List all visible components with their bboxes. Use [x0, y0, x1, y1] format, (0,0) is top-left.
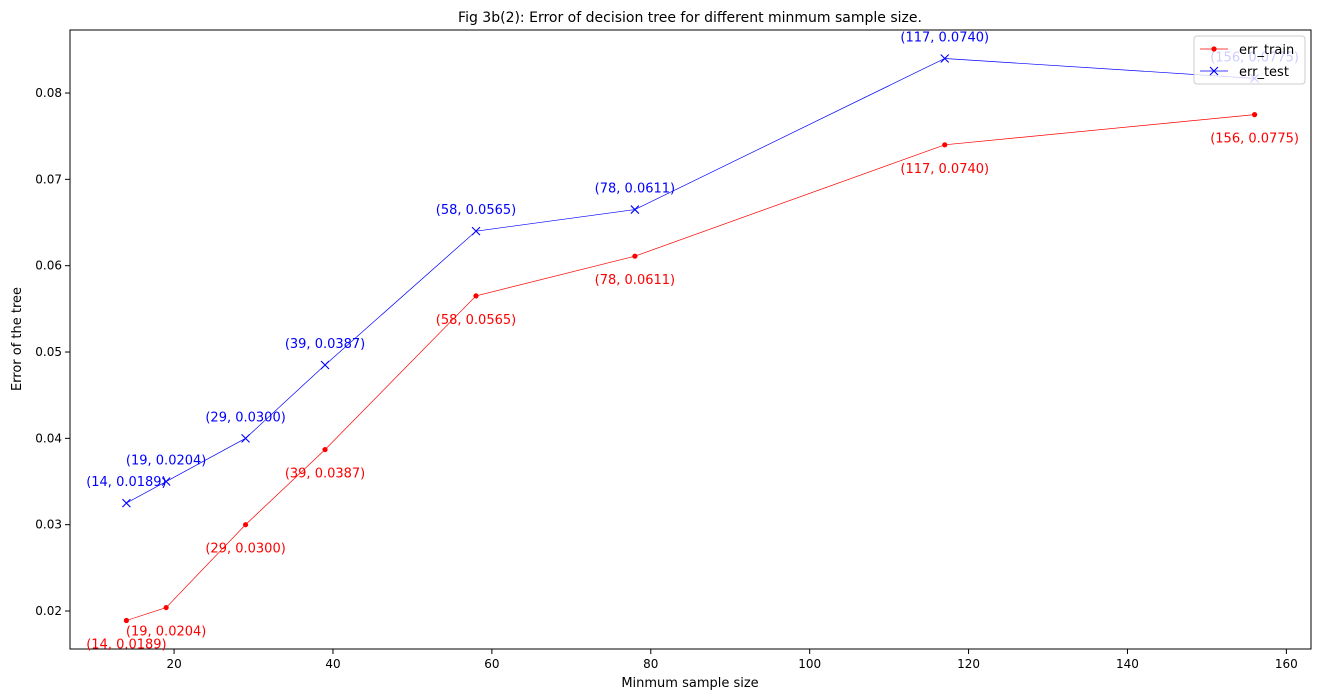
err_test-legend-marker	[1209, 66, 1219, 76]
y-axis-label: Error of the tree	[10, 287, 25, 391]
err_train-point	[473, 293, 479, 299]
err_train-legend-label: err_train	[1239, 43, 1294, 58]
err_train-point	[242, 522, 249, 528]
err_test-data-label: (29, 0.0300)	[205, 410, 285, 425]
y-tick-label: 0.04	[35, 431, 62, 445]
err_test-point	[241, 433, 250, 443]
err_test-line	[126, 58, 1255, 504]
err_train-point	[123, 617, 130, 624]
y-tick-label: 0.03	[35, 518, 62, 532]
err_test-data-label: (117, 0.0740)	[900, 30, 989, 45]
err_train-point	[163, 604, 169, 611]
err_test-point	[161, 477, 171, 486]
err_train-data-label: (29, 0.0300)	[205, 542, 285, 557]
y-tick-label: 0.05	[35, 345, 62, 359]
data-label-layer: (14, 0.0189)(19, 0.0204)(29, 0.0300)(39,…	[86, 30, 1299, 652]
legend-box	[1193, 35, 1306, 85]
err_test-legend-label: err_test	[1239, 65, 1289, 80]
err_train-data-label: (14, 0.0189)	[86, 638, 166, 653]
err_train-legend-marker	[1211, 46, 1217, 52]
x-tick-label: 40	[325, 657, 340, 671]
x-tick-label: 60	[484, 657, 499, 671]
err_train-point	[1251, 112, 1258, 118]
err_test-point	[940, 54, 950, 63]
err_test-point	[320, 360, 330, 370]
err_test-data-label: (14, 0.0189)	[86, 475, 166, 490]
x-axis: 20 40 60 80 100 120 140 160	[166, 649, 1298, 671]
y-tick-label: 0.06	[35, 259, 62, 273]
err_train-line	[126, 114, 1255, 621]
x-tick-label: 120	[957, 657, 980, 671]
x-tick-label: 140	[1116, 657, 1139, 671]
err_test-data-label: (39, 0.0387)	[285, 337, 365, 352]
err_test-data-label: (78, 0.0611)	[595, 182, 675, 197]
err_train-data-label: (58, 0.0565)	[436, 313, 516, 328]
err_test-point	[630, 205, 640, 214]
err_test-data-label: (19, 0.0204)	[126, 454, 206, 469]
chart-title: Fig 3b(2): Error of decision tree for di…	[458, 10, 922, 26]
y-axis: 0.02 0.03 0.04 0.05 0.06 0.07 0.08	[35, 86, 70, 618]
y-tick-label: 0.08	[35, 86, 62, 100]
err_train-point	[322, 446, 328, 453]
err_test-point	[471, 226, 481, 236]
err_train-data-label: (156, 0.0775)	[1210, 132, 1299, 147]
x-tick-label: 20	[166, 657, 181, 671]
y-tick-label: 0.07	[35, 172, 62, 186]
x-axis-label: Minmum sample size	[621, 676, 758, 691]
legend: err_train err_test	[1193, 35, 1306, 85]
series-layer	[122, 54, 1259, 624]
plot-area	[69, 29, 1312, 650]
x-tick-label: 160	[1275, 657, 1298, 671]
err_train-point	[632, 253, 638, 259]
err_train-point	[942, 142, 948, 148]
err_test-point	[122, 498, 131, 508]
x-tick-label: 80	[643, 657, 658, 671]
err_train-data-label: (117, 0.0740)	[900, 162, 989, 177]
x-tick-label: 100	[798, 657, 821, 671]
err_test-data-label: (58, 0.0565)	[436, 203, 516, 218]
err_train-data-label: (19, 0.0204)	[126, 625, 206, 640]
y-tick-label: 0.02	[35, 604, 62, 618]
err_train-data-label: (78, 0.0611)	[595, 273, 675, 288]
err_train-data-label: (39, 0.0387)	[285, 467, 365, 482]
